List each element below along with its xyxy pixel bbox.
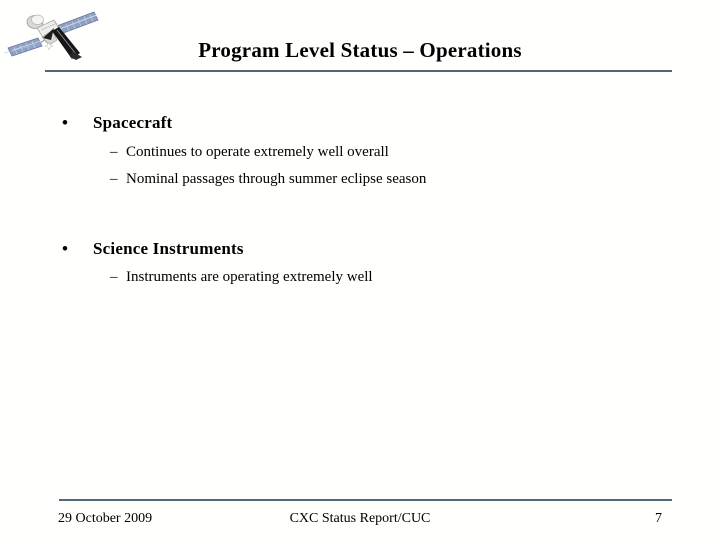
- sub-bullet-text: Continues to operate extremely well over…: [126, 144, 389, 160]
- slide-title: Program Level Status – Operations: [198, 38, 522, 62]
- bullet-label: Spacecraft: [93, 113, 173, 132]
- bullet-icon: •: [62, 239, 68, 258]
- footer-report-title: CXC Status Report/CUC: [289, 511, 431, 526]
- solar-panel-left: [4, 37, 43, 57]
- footer-date: 29 October 2009: [58, 511, 153, 526]
- sparkle: [44, 41, 54, 51]
- dash-icon: –: [110, 144, 118, 160]
- footer-page-number: 7: [655, 511, 662, 526]
- sub-bullet-text: Nominal passages through summer eclipse …: [126, 171, 427, 187]
- dash-icon: –: [110, 171, 118, 187]
- sub-bullet-text: Instruments are operating extremely well: [126, 269, 373, 285]
- telescope-tube: [52, 27, 82, 60]
- dash-icon: –: [110, 269, 118, 285]
- sunshade-door: [43, 28, 54, 40]
- bullet-label: Science Instruments: [93, 239, 244, 258]
- title-divider: [45, 70, 672, 72]
- footer-divider: [59, 499, 672, 501]
- bullet-icon: •: [62, 113, 68, 132]
- antenna-dish: [26, 14, 44, 29]
- chandra-satellite-icon: [4, 11, 99, 60]
